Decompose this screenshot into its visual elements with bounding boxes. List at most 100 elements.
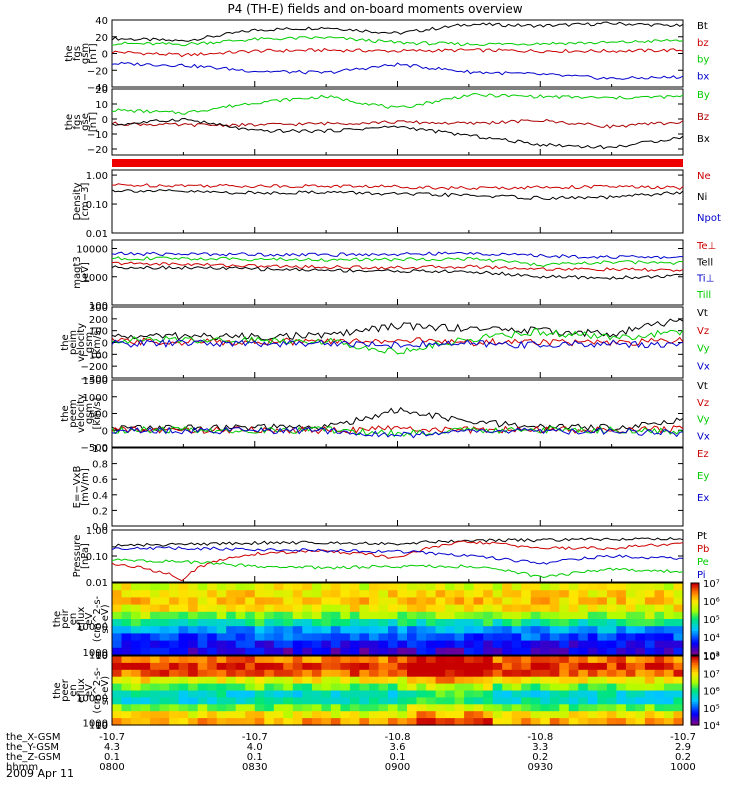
heatmap-cell	[264, 640, 275, 649]
heatmap-cell	[587, 662, 598, 671]
heatmap-cell	[369, 597, 380, 606]
heatmap-cell	[311, 590, 322, 598]
heatmap-cell	[216, 676, 227, 685]
y-tick-label: 0.10	[86, 200, 108, 211]
heatmap-cell	[397, 611, 408, 620]
heatmap-cell	[273, 611, 284, 620]
y-tick-label: −20	[87, 145, 108, 156]
heatmap-cell	[540, 597, 551, 606]
heatmap-cell	[464, 704, 475, 712]
heatmap-cell	[407, 683, 418, 692]
heatmap-cell	[426, 633, 437, 642]
heatmap-cell	[644, 626, 655, 634]
heatmap-cell	[673, 656, 684, 664]
heatmap-cell	[587, 619, 598, 627]
heatmap-cell	[169, 604, 180, 613]
heatmap-cell	[121, 676, 132, 685]
heatmap-cell	[407, 590, 418, 598]
heatmap-cell	[292, 633, 303, 642]
heatmap-cell	[216, 662, 227, 671]
heatmap-cell	[416, 690, 427, 698]
heatmap-cell	[397, 647, 408, 656]
heatmap-cell	[673, 704, 684, 712]
y-axis-label: fgs	[72, 46, 83, 61]
heatmap-cell	[597, 640, 608, 649]
y-axis-label: [nT]	[88, 43, 99, 63]
heatmap-cell	[606, 656, 617, 664]
heatmap-cell	[521, 669, 532, 678]
heatmap-cell	[483, 626, 494, 634]
heatmap-cell	[178, 690, 189, 698]
heatmap-cell	[559, 583, 570, 591]
heatmap-cell	[245, 718, 256, 726]
legend-bz: bz	[697, 38, 709, 49]
heatmap-cell	[502, 611, 513, 620]
heatmap-cell	[302, 683, 313, 692]
heatmap-cell	[292, 656, 303, 664]
heatmap-cell	[502, 683, 513, 692]
heatmap-cell	[445, 640, 456, 649]
heatmap-cell	[340, 683, 351, 692]
heatmap-cell	[464, 597, 475, 606]
colorbar-cell	[691, 640, 699, 644]
heatmap-cell	[330, 604, 341, 613]
heatmap-cell	[150, 662, 161, 671]
heatmap-cell	[292, 640, 303, 649]
heatmap-cell	[616, 704, 627, 712]
heatmap-cell	[502, 718, 513, 726]
heatmap-cell	[606, 604, 617, 613]
heatmap-cell	[416, 662, 427, 671]
y-tick-label: 0	[102, 339, 108, 350]
heatmap-cell	[359, 656, 370, 664]
heatmap-cell	[150, 711, 161, 719]
heatmap-cell	[435, 676, 446, 685]
colorbar-cell	[691, 647, 699, 651]
heatmap-cell	[654, 604, 665, 613]
y-tick-label: 1.0	[92, 444, 108, 455]
legend-By: By	[697, 90, 710, 101]
heatmap-cell	[264, 704, 275, 712]
heatmap-cell	[292, 718, 303, 726]
heatmap-cell	[445, 583, 456, 591]
colorbar-cell	[691, 718, 699, 721]
heatmap-cell	[416, 611, 427, 620]
heatmap-cell	[606, 647, 617, 656]
heatmap-cell	[540, 683, 551, 692]
heatmap-cell	[216, 683, 227, 692]
heatmap-cell	[159, 590, 170, 598]
heatmap-cell	[283, 590, 294, 598]
heatmap-cell	[330, 611, 341, 620]
legend-Vz: Vz	[697, 398, 709, 409]
heatmap-cell	[606, 597, 617, 606]
heatmap-cell	[464, 690, 475, 698]
legend-Ne: Ne	[697, 171, 711, 182]
y-tick-label: 100	[89, 327, 108, 338]
heatmap-cell	[587, 704, 598, 712]
heatmap-cell	[302, 583, 313, 591]
heatmap-cell	[264, 626, 275, 634]
y-tick-label: −200	[81, 362, 108, 373]
heatmap-cell	[283, 676, 294, 685]
heatmap-cell	[292, 690, 303, 698]
heatmap-cell	[426, 626, 437, 634]
panel-frame	[111, 88, 684, 156]
heatmap-cell	[131, 704, 142, 712]
colorbar-cell	[691, 633, 699, 637]
heatmap-cell	[273, 583, 284, 591]
heatmap-cell	[606, 662, 617, 671]
heatmap-cell	[549, 669, 560, 678]
heatmap-cell	[530, 619, 541, 627]
heatmap-cell	[140, 718, 151, 726]
heatmap-cell	[483, 711, 494, 719]
heatmap-cell	[207, 633, 218, 642]
heatmap-cell	[606, 711, 617, 719]
heatmap-cell	[359, 626, 370, 634]
heatmap-cell	[340, 590, 351, 598]
heatmap-cell	[606, 690, 617, 698]
heatmap-cell	[207, 611, 218, 620]
heatmap-cell	[445, 697, 456, 705]
heatmap-cell	[511, 633, 522, 642]
heatmap-cell	[492, 597, 503, 606]
colorbar-cell	[691, 711, 699, 715]
heatmap-cell	[597, 583, 608, 591]
